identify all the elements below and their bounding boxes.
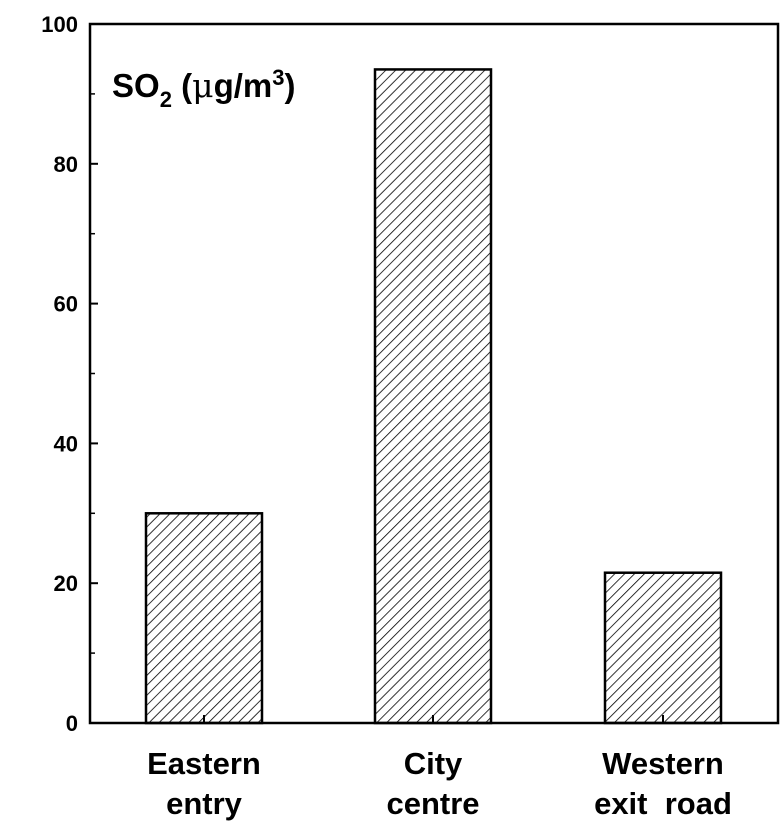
bars xyxy=(144,68,723,725)
category-label: Western xyxy=(602,746,724,781)
y-tick-label: 100 xyxy=(41,12,78,37)
category-label: exit road xyxy=(594,786,732,821)
y-tick-label: 0 xyxy=(66,711,78,736)
chart-title: SO2 (μg/m3) xyxy=(112,65,295,112)
y-tick-label: 20 xyxy=(54,571,78,596)
y-axis: 0 20 40 60 80 100 xyxy=(41,12,98,736)
category-label: centre xyxy=(386,786,479,821)
y-tick-label: 60 xyxy=(54,292,78,317)
category-label: City xyxy=(404,746,463,781)
y-tick-label: 40 xyxy=(54,431,78,456)
category-label: entry xyxy=(166,786,243,821)
bar xyxy=(373,68,493,725)
bar xyxy=(603,571,723,725)
category-label: Eastern xyxy=(147,746,261,781)
bar xyxy=(144,512,264,725)
y-tick-label: 80 xyxy=(54,152,78,177)
x-axis: Eastern entry City centre Western exit road xyxy=(147,715,732,821)
